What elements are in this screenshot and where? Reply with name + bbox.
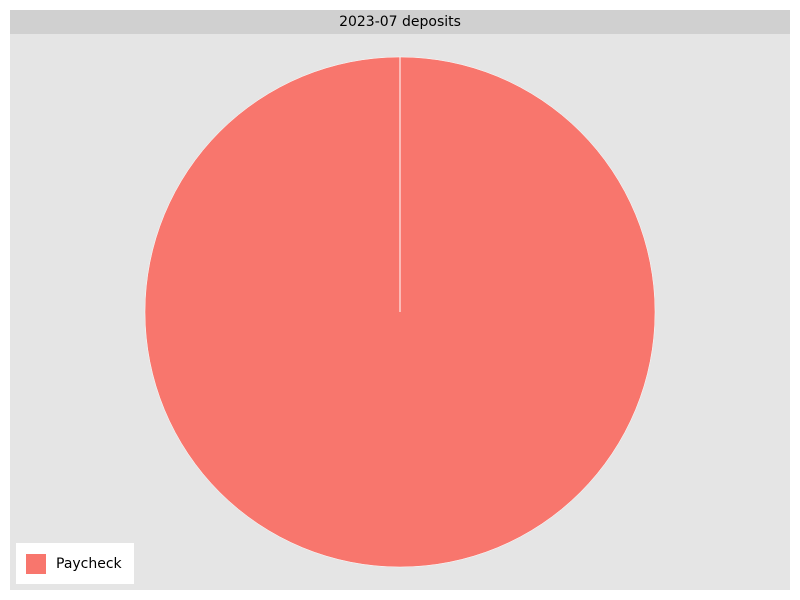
legend: Paycheck [16,543,134,584]
chart-title: 2023-07 deposits [10,10,790,34]
legend-label-paycheck: Paycheck [56,555,122,572]
pie-chart [144,56,656,568]
legend-swatch-paycheck [26,553,46,574]
chart-frame: 2023-07 deposits Paycheck [10,10,790,590]
